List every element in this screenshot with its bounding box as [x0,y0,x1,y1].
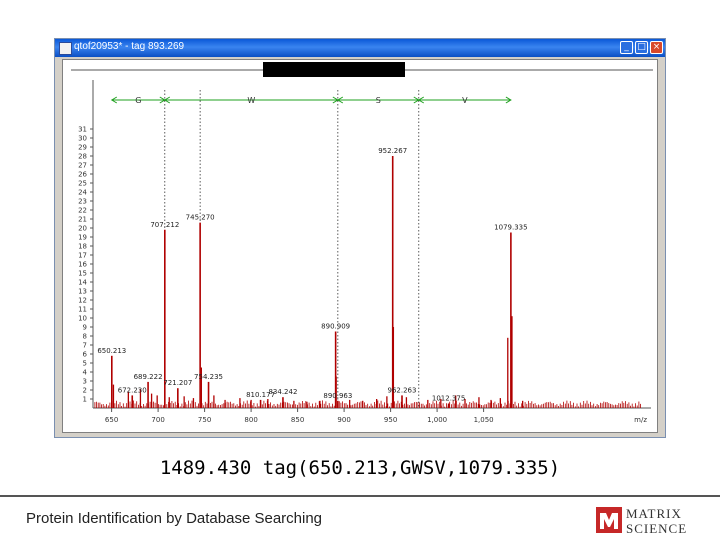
peak-label: 721.207 [163,379,192,387]
x-axis-label: m/z [634,416,647,424]
y-tick-label: 17 [78,252,87,260]
y-tick-label: 5 [83,360,87,368]
tag-arrow-left [163,96,171,104]
y-tick-label: 9 [83,324,87,332]
y-tick-label: 1 [83,396,87,404]
x-tick-label: 750 [198,416,211,424]
maximize-button[interactable]: □ [635,41,648,54]
tag-arrow-right [505,96,512,104]
peak-label: 745.270 [186,214,215,222]
x-tick-label: 950 [384,416,397,424]
matrix-science-logo-mark [596,507,622,533]
noise-baseline [94,400,641,408]
y-tick-label: 24 [78,189,87,197]
tag-caption: 1489.430 tag(650.213,GWSV,1079.335) [159,457,561,479]
y-tick-label: 3 [83,378,87,386]
x-tick-label: 900 [337,416,350,424]
close-button[interactable]: × [650,41,663,54]
peak-label: 952.267 [378,147,407,155]
x-tick-label: 850 [291,416,304,424]
y-tick-label: 22 [78,207,87,215]
peak-label: 962.263 [388,386,417,394]
y-tick-label: 29 [78,144,87,152]
tag-arrow-left [417,96,425,104]
y-tick-label: 21 [78,216,87,224]
y-tick-label: 8 [83,333,87,341]
peak-label: 890.963 [323,392,352,400]
x-tick-label: 800 [244,416,257,424]
y-tick-label: 23 [78,198,87,206]
tag-residue-label: S [376,96,381,105]
peak-label: 810.177 [246,391,275,399]
y-tick-label: 13 [78,288,87,296]
footer-divider [0,495,720,497]
y-tick-label: 15 [78,270,87,278]
tag-arrow-left [110,96,118,104]
logo-line-2: SCIENCE [626,521,688,536]
y-tick-label: 30 [78,135,87,143]
peak-label: 754.235 [194,373,223,381]
peak-label: 1079.335 [494,224,527,232]
y-tick-label: 10 [78,315,87,323]
tag-residue-label: V [462,96,468,105]
peak-label: 689.222 [134,373,163,381]
peak-label: 834.242 [268,388,297,396]
peak-label: 650.213 [97,347,126,355]
peak-label: 890.909 [321,323,350,331]
tag-residue-label: W [247,96,255,105]
peak-label: 1012.375 [432,395,465,403]
x-tick-label: 650 [105,416,118,424]
spectrum-chart: 1234567891011121314151617181920212223242… [71,62,653,424]
y-tick-label: 25 [78,180,87,188]
x-tick-label: 1,050 [474,416,494,424]
y-tick-label: 12 [78,297,87,305]
x-tick-label: 700 [151,416,164,424]
y-tick-label: 16 [78,261,87,269]
tag-arrow-left [336,96,344,104]
y-tick-label: 14 [78,279,87,287]
y-tick-label: 31 [78,126,87,134]
logo-line-1: MATRIX [626,506,682,521]
y-tick-label: 27 [78,162,87,170]
y-tick-label: 6 [83,351,88,359]
spectrum-plot-area[interactable]: 1 2 3 4 5 6 7 8 9 10 11 12 13 14 15 16 17 18 19 20 21 22 23 24 2… [62,59,658,433]
y-tick-label: 2 [83,387,87,395]
y-tick-label: 11 [78,306,87,314]
y-tick-label: 28 [78,153,87,161]
peak-label: 707.212 [150,221,179,229]
y-tick-label: 20 [78,225,87,233]
window-app-icon [59,42,72,55]
y-tick-label: 4 [83,369,88,377]
y-tick-label: 26 [78,171,87,179]
window-titlebar[interactable]: qtof20953* - tag 893.269 _ □ × [55,39,665,57]
window-title: qtof20953* - tag 893.269 [74,41,185,52]
matrix-science-logo: MATRIX SCIENCE [596,505,716,537]
minimize-button[interactable]: _ [620,41,633,54]
y-tick-label: 7 [83,342,87,350]
footer-title: Protein Identification by Database Searc… [26,510,323,527]
y-tick-label: 19 [78,234,87,242]
peak-label: 672.230 [118,386,147,394]
x-tick-label: 1,000 [427,416,447,424]
overview-window [263,62,405,77]
y-tick-label: 18 [78,243,87,251]
tag-residue-label: G [135,96,141,105]
